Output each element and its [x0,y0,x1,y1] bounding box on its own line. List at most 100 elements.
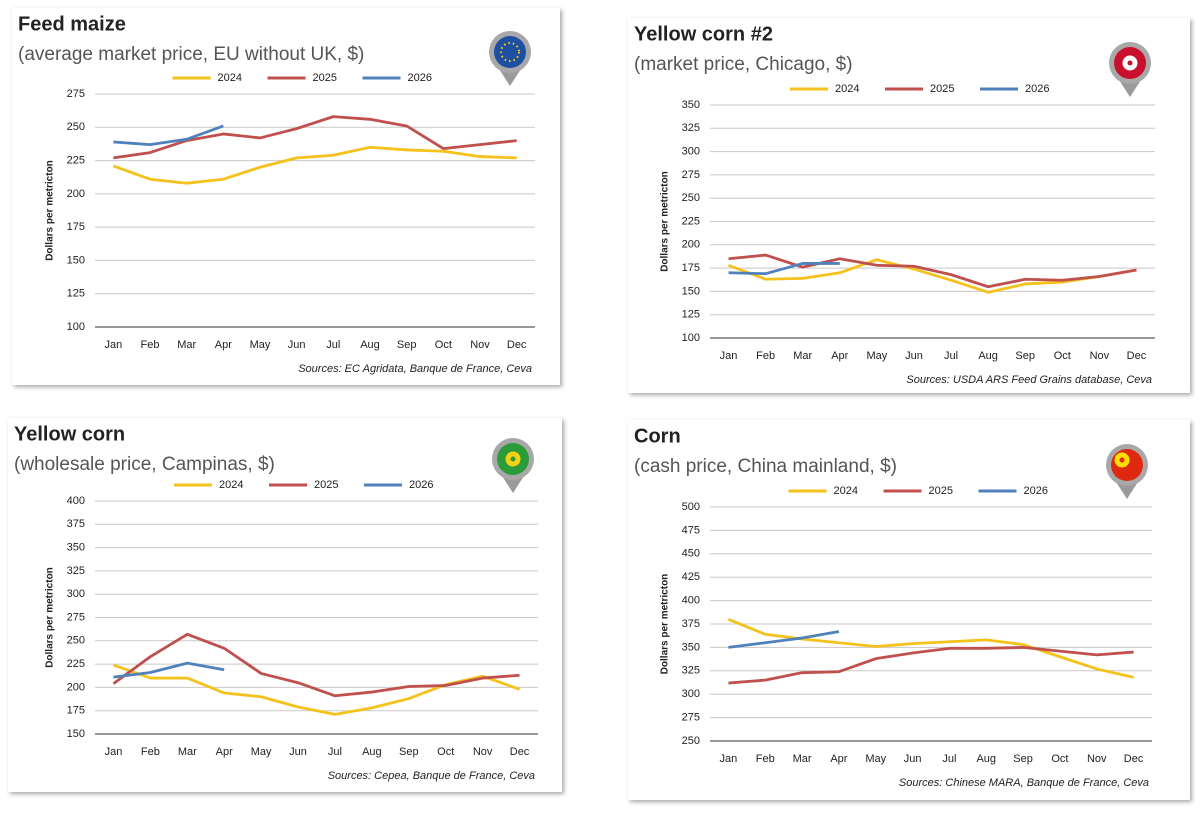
y-tick-label: 300 [67,588,85,600]
y-tick-label: 275 [67,88,85,100]
source-note: Sources: Cepea, Banque de France, Ceva [328,770,535,782]
chart-subtitle: (average market price, EU without UK, $) [18,44,364,65]
y-axis-title: Dollars per metricton [660,574,671,675]
y-tick-label: 400 [67,495,85,507]
panel [628,18,1190,393]
x-tick-label: Sep [397,339,417,351]
y-tick-label: 100 [682,332,700,344]
x-tick-label: Mar [793,753,812,765]
y-tick-label: 300 [682,688,700,700]
x-tick-label: Apr [831,350,848,362]
legend-label: 2026 [1024,485,1048,497]
y-tick-label: 450 [682,548,700,560]
x-tick-label: Mar [178,746,197,758]
x-tick-label: Apr [830,753,847,765]
y-tick-label: 150 [67,254,85,266]
x-tick-label: Jul [328,746,342,758]
x-tick-label: Aug [978,350,998,362]
series-line [728,646,1134,685]
x-tick-label: Nov [473,746,493,758]
flag [1114,47,1146,79]
x-tick-label: Jul [326,339,340,351]
x-tick-label: Jun [288,339,306,351]
source-note: Sources: USDA ARS Feed Grains database, … [906,374,1152,386]
flag-emblem [1122,55,1138,71]
x-tick-label: Feb [756,753,775,765]
y-tick-label: 125 [682,309,700,321]
series-line [728,630,840,649]
series-line [113,115,517,160]
x-tick-label: Oct [435,339,452,351]
x-tick-label: Dec [1124,753,1144,765]
series-line [113,661,225,679]
chart-subtitle: (market price, Chicago, $) [634,54,853,75]
y-tick-label: 350 [682,641,700,653]
x-tick-label: May [865,753,886,765]
x-tick-label: Dec [507,339,527,351]
y-tick-label: 275 [682,712,700,724]
y-tick-label: 250 [67,635,85,647]
x-tick-label: Sep [1015,350,1035,362]
y-tick-label: 275 [682,169,700,181]
legend-label: 2026 [1025,83,1049,95]
source-note: Sources: EC Agridata, Banque de France, … [298,363,532,375]
x-tick-label: Jan [720,753,738,765]
x-tick-label: Aug [360,339,380,351]
x-tick-label: Oct [437,746,454,758]
y-tick-label: 225 [67,154,85,166]
panel [8,418,562,792]
x-tick-label: Nov [470,339,490,351]
chart-title: Yellow corn [14,423,125,445]
panel [12,8,560,385]
flag-emblem [500,42,520,62]
y-axis-title: Dollars per metricton [45,160,56,261]
flag-emblem [1114,452,1130,468]
x-tick-label: Aug [976,753,996,765]
x-tick-label: Jun [904,753,922,765]
x-tick-label: Nov [1090,350,1110,362]
y-tick-label: 325 [682,665,700,677]
legend-label: 2025 [929,485,953,497]
x-tick-label: Jun [289,746,307,758]
x-tick-label: Feb [141,339,160,351]
x-tick-label: Mar [177,339,196,351]
legend-label: 2025 [930,83,954,95]
x-tick-label: Oct [1051,753,1068,765]
x-tick-label: Sep [399,746,419,758]
x-tick-label: Apr [215,339,232,351]
y-axis-title: Dollars per metricton [45,567,56,668]
y-tick-label: 200 [67,681,85,693]
y-tick-label: 175 [67,705,85,717]
y-tick-label: 275 [67,611,85,623]
y-tick-label: 200 [67,188,85,200]
legend-label: 2025 [314,479,338,491]
y-tick-label: 425 [682,571,700,583]
x-tick-label: May [250,339,271,351]
x-tick-label: Apr [216,746,233,758]
x-tick-label: Sep [1013,753,1033,765]
legend-label: 2024 [219,479,243,491]
series-line [112,632,520,698]
x-tick-label: Jun [905,350,923,362]
flag [497,443,529,475]
y-tick-label: 375 [67,518,85,530]
x-tick-label: Feb [756,350,775,362]
source-note: Sources: Chinese MARA, Banque de France,… [899,777,1149,789]
y-tick-label: 500 [682,501,700,513]
chart-title: Yellow corn #2 [634,23,773,45]
series-line [728,262,840,276]
x-tick-label: Jan [104,339,122,351]
chart-subtitle: (cash price, China mainland, $) [634,456,897,477]
y-tick-label: 100 [67,321,85,333]
legend-label: 2024 [835,83,859,95]
x-tick-label: Feb [141,746,160,758]
x-tick-label: Oct [1054,350,1071,362]
chart-title: Corn [634,425,681,447]
y-tick-label: 475 [682,524,700,536]
series-line [112,145,517,185]
y-tick-label: 350 [67,542,85,554]
x-tick-label: Dec [1127,350,1147,362]
y-tick-label: 250 [682,735,700,747]
y-tick-label: 400 [682,595,700,607]
